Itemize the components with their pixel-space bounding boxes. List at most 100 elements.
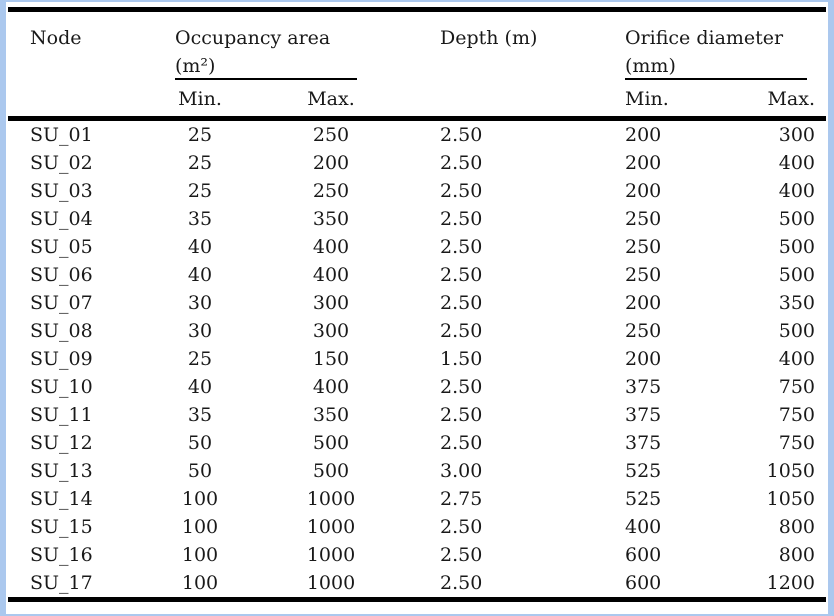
header-sub-row: Min. Max. Min. Max.	[8, 80, 826, 121]
depth-cell: 1.50	[440, 347, 483, 370]
table-row: SU_16 100 1000 2.50 600 800	[8, 541, 826, 569]
depth-cell: 2.50	[440, 207, 483, 230]
gap-cell	[235, 401, 291, 429]
orifice-min-cell: 375	[625, 375, 662, 398]
gap-cell	[371, 317, 432, 345]
depth-cell: 2.50	[440, 235, 483, 258]
gap-cell	[371, 261, 432, 289]
col-header-depth: Depth (m)	[440, 27, 538, 49]
gap-cell	[235, 485, 291, 513]
orifice-min-cell: 250	[625, 263, 662, 286]
occupancy-min-cell: 25	[187, 179, 213, 202]
orifice-max-cell: 400	[778, 347, 815, 370]
header-gap-cell	[371, 10, 432, 81]
occupancy-min-cell: 25	[187, 151, 213, 174]
table-row: SU_07 30 300 2.50 200 350	[8, 289, 826, 317]
orifice-max-cell: 500	[778, 207, 815, 230]
occupancy-min-cell: 25	[187, 123, 213, 146]
gap-cell	[235, 118, 291, 149]
node-parameters-table: Node Occupancy area (m²) Depth (m) Orifi…	[8, 7, 826, 602]
orifice-max-cell: 350	[778, 291, 815, 314]
gap-cell	[371, 233, 432, 261]
depth-cell: 2.50	[440, 543, 483, 566]
orifice-min-cell: 525	[625, 487, 662, 510]
orifice-max-cell: 400	[778, 179, 815, 202]
occupancy-min-cell: 40	[187, 235, 213, 258]
node-cell: SU_02	[30, 151, 93, 174]
orifice-max-cell: 500	[778, 235, 815, 258]
depth-cell: 2.50	[440, 319, 483, 342]
orifice-max-cell: 1050	[766, 459, 815, 482]
table-row: SU_17 100 1000 2.50 600 1200	[8, 569, 826, 600]
orifice-diameter-label-line1: Orifice diameter	[625, 27, 784, 49]
table-body: SU_01 25 250 2.50 200 300 SU_02 25 200 2…	[8, 118, 826, 599]
table-row: SU_10 40 400 2.50 375 750	[8, 373, 826, 401]
occupancy-max-cell: 300	[312, 319, 350, 342]
occupancy-area-label-line2: (m²)	[175, 55, 216, 77]
gap-cell	[235, 429, 291, 457]
node-cell: SU_15	[30, 515, 93, 538]
orifice-min-cell: 200	[625, 123, 662, 146]
sub-header-empty-node	[8, 80, 165, 121]
occupancy-max-cell: 350	[312, 403, 350, 426]
orifice-min-header: Min.	[617, 80, 708, 121]
occupancy-max-cell: 1000	[306, 515, 356, 538]
orifice-min-cell: 375	[625, 403, 662, 426]
orifice-max-header: Max.	[708, 80, 826, 121]
node-cell: SU_09	[30, 347, 93, 370]
gap-cell	[371, 118, 432, 149]
depth-cell: 2.50	[440, 263, 483, 286]
gap-cell	[235, 149, 291, 177]
orifice-max-cell: 800	[778, 543, 815, 566]
node-cell: SU_01	[30, 123, 93, 146]
gap-cell	[235, 457, 291, 485]
node-cell: SU_03	[30, 179, 93, 202]
occupancy-min-cell: 25	[187, 347, 213, 370]
occupancy-max-cell: 500	[312, 459, 350, 482]
occupancy-min-cell: 50	[187, 431, 213, 454]
table-row: SU_12 50 500 2.50 375 750	[8, 429, 826, 457]
orifice-max-cell: 1200	[766, 571, 815, 594]
occupancy-min-header: Min.	[165, 80, 235, 121]
occupancy-max-header: Max.	[291, 80, 371, 121]
orifice-max-cell: 750	[778, 375, 815, 398]
occupancy-min-cell: 100	[181, 487, 219, 510]
gap-cell	[235, 345, 291, 373]
gap-cell	[235, 177, 291, 205]
occupancy-min-cell: 50	[187, 459, 213, 482]
orifice-min-cell: 250	[625, 235, 662, 258]
orifice-max-cell: 750	[778, 431, 815, 454]
node-cell: SU_06	[30, 263, 93, 286]
col-header-node: Node	[30, 27, 82, 49]
orifice-max-cell: 750	[778, 403, 815, 426]
gap-cell	[371, 373, 432, 401]
sub-header-gap	[235, 80, 291, 121]
gap-cell	[235, 317, 291, 345]
gap-cell	[371, 429, 432, 457]
gap-cell	[371, 345, 432, 373]
occupancy-max-cell: 400	[312, 263, 350, 286]
node-cell: SU_10	[30, 375, 93, 398]
orifice-max-cell: 500	[778, 263, 815, 286]
occupancy-min-cell: 40	[187, 263, 213, 286]
occupancy-max-cell: 250	[312, 123, 350, 146]
occupancy-max-cell: 150	[312, 347, 350, 370]
node-cell: SU_08	[30, 319, 93, 342]
occupancy-min-cell: 30	[187, 291, 213, 314]
table-row: SU_03 25 250 2.50 200 400	[8, 177, 826, 205]
depth-cell: 2.50	[440, 291, 483, 314]
gap-cell	[235, 513, 291, 541]
occupancy-min-cell: 30	[187, 319, 213, 342]
occupancy-max-cell: 200	[312, 151, 350, 174]
orifice-min-cell: 200	[625, 347, 662, 370]
orifice-max-cell: 800	[778, 515, 815, 538]
table-row: SU_06 40 400 2.50 250 500	[8, 261, 826, 289]
occupancy-min-cell: 100	[181, 515, 219, 538]
gap-cell	[235, 205, 291, 233]
node-cell: SU_05	[30, 235, 93, 258]
orifice-min-cell: 200	[625, 179, 662, 202]
occupancy-spanner-rule	[175, 78, 357, 80]
depth-cell: 2.75	[440, 487, 483, 510]
table-row: SU_01 25 250 2.50 200 300	[8, 118, 826, 149]
